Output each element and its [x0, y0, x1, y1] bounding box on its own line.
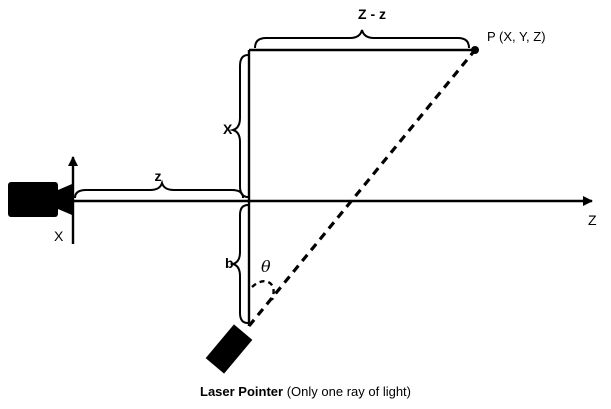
- label-x-axis: X: [54, 228, 64, 244]
- label-z-axis: Z: [588, 212, 597, 228]
- laser-pointer-icon: [205, 324, 253, 374]
- brace-x: [229, 54, 249, 198]
- label-theta: θ: [261, 257, 271, 276]
- point-p-marker: [471, 46, 479, 54]
- laser-pointer-caption: Laser Pointer (Only one ray of light): [0, 384, 611, 399]
- label-point-p: P (X, Y, Z): [487, 29, 546, 44]
- caption-title: Laser Pointer: [200, 384, 284, 399]
- theta-angle-arc: [251, 280, 275, 301]
- label-x-segment: X: [223, 121, 233, 137]
- camera-icon: [8, 182, 72, 217]
- brace-z: [74, 179, 244, 199]
- brace-b: [229, 204, 249, 324]
- label-z-minus-z: Z - z: [358, 6, 386, 22]
- brace-z-minus-z: [254, 29, 470, 49]
- laser-ray: [247, 48, 477, 328]
- label-z-segment: z: [155, 168, 162, 184]
- label-b-segment: b: [225, 255, 234, 271]
- caption-note: (Only one ray of light): [286, 384, 411, 399]
